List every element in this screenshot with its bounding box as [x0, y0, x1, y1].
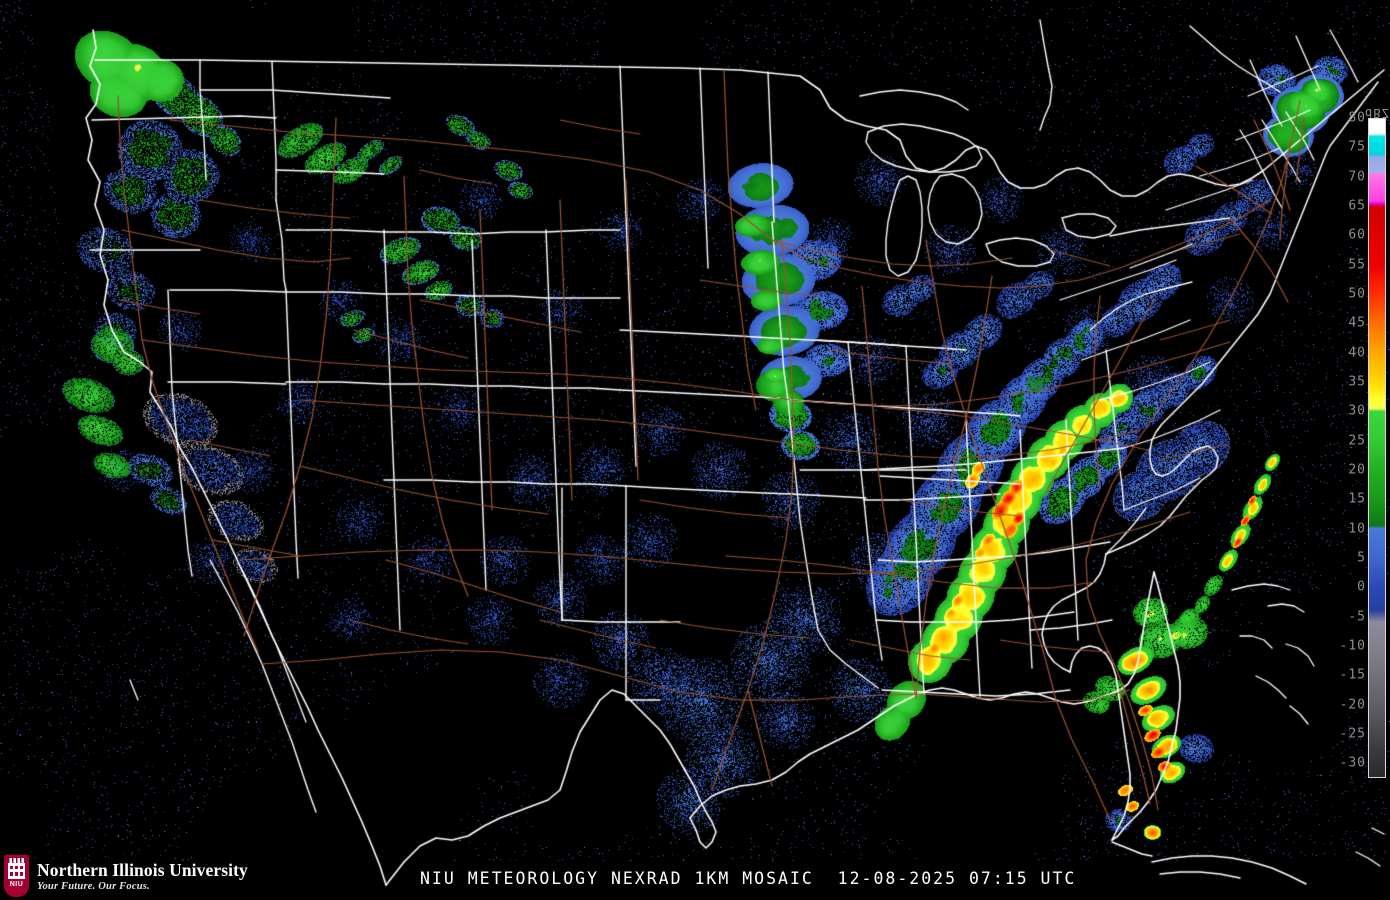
colorbar-tick-20: 20 — [1348, 462, 1366, 478]
product-caption: NIU METEOROLOGY NEXRAD 1KM MOSAIC 12-08-… — [420, 869, 1077, 888]
colorbar-tick-35: 35 — [1348, 374, 1366, 390]
colorbar-gradient — [1368, 118, 1386, 778]
colorbar-tick-55: 55 — [1348, 257, 1366, 273]
altgeld-hall-icon — [8, 858, 25, 879]
university-tagline: Your Future. Our Focus. — [37, 880, 150, 892]
colorbar-tick-70: 70 — [1348, 169, 1366, 185]
colorbar-tick-neg15: -15 — [1339, 667, 1366, 683]
colorbar-tick-75: 75 — [1348, 139, 1366, 155]
niu-wordmark: Northern Illinois University Your Future… — [37, 860, 248, 893]
colorbar-tick-0: 0 — [1357, 579, 1366, 595]
colorbar-tick-25: 25 — [1348, 433, 1366, 449]
colorbar-tick-40: 40 — [1348, 345, 1366, 361]
university-name: Northern Illinois University — [37, 859, 248, 880]
colorbar-tick-neg30: -30 — [1339, 755, 1366, 771]
colorbar-tick-neg25: -25 — [1339, 726, 1366, 742]
colorbar-tick-65: 65 — [1348, 198, 1366, 214]
reflectivity-colorbar[interactable]: 80 75 70 65 60 55 50 45 40 35 30 25 20 15 10 5 0 -5 -10 -15… — [1340, 112, 1386, 778]
colorbar-tick-10: 10 — [1348, 521, 1366, 537]
colorbar-tick-30: 30 — [1348, 403, 1366, 419]
colorbar-tick-15: 15 — [1348, 491, 1366, 507]
colorbar-tick-50: 50 — [1348, 286, 1366, 302]
niu-logo[interactable]: NIU Northern Illinois University Your Fu… — [4, 854, 254, 898]
colorbar-tick-neg20: -20 — [1339, 697, 1366, 713]
colorbar-tick-60: 60 — [1348, 227, 1366, 243]
colorbar-tick-45: 45 — [1348, 315, 1366, 331]
colorbar-tick-80: 80 — [1348, 110, 1366, 126]
niu-shield-label: NIU — [9, 881, 24, 889]
colorbar-tick-neg5: -5 — [1348, 609, 1366, 625]
colorbar-tick-5: 5 — [1357, 550, 1366, 566]
colorbar-tick-neg10: -10 — [1339, 638, 1366, 654]
niu-shield-icon: NIU — [4, 855, 29, 897]
